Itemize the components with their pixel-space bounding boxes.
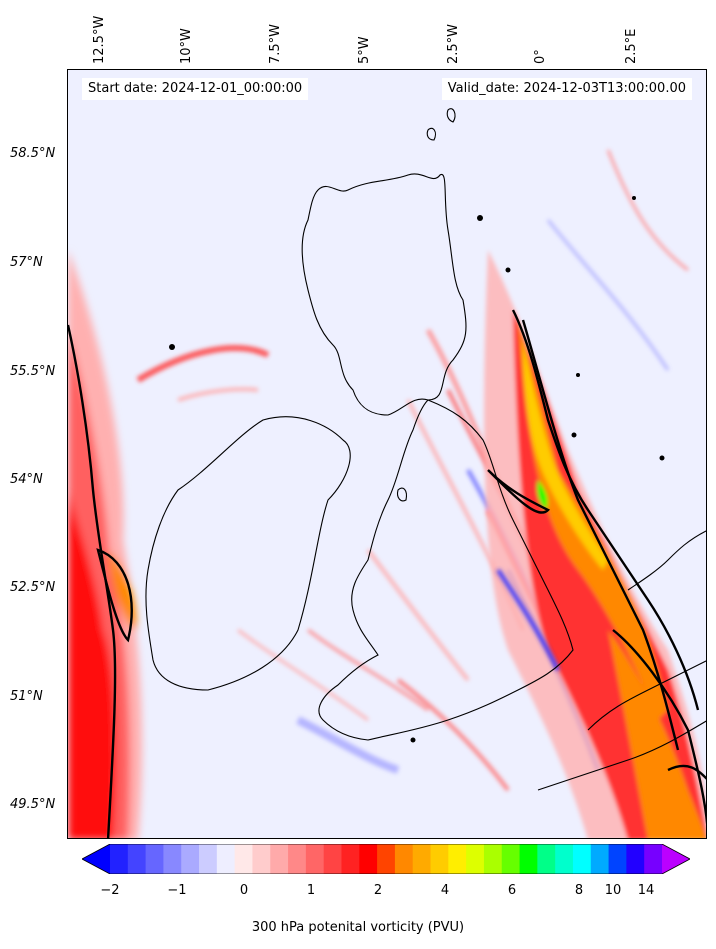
colorbar-segment xyxy=(216,844,236,874)
colorbar-segment xyxy=(537,844,556,874)
latitude-label: 51°N xyxy=(10,689,43,704)
latitude-label: 54°N xyxy=(10,472,43,487)
colorbar-segment xyxy=(288,844,307,874)
colorbar-tick-label: 2 xyxy=(373,883,383,898)
latitude-label: 55.5°N xyxy=(10,364,56,379)
colorbar-segment xyxy=(483,844,503,874)
colorbar-tick-label: 14 xyxy=(637,883,655,898)
latitude-label: 58.5°N xyxy=(10,146,56,161)
colorbar-segment xyxy=(323,844,343,874)
colorbar-segment xyxy=(466,844,485,874)
colorbar xyxy=(82,844,690,874)
colorbar-segment xyxy=(181,844,200,874)
negative-pv-streak xyxy=(496,568,560,671)
longitude-label: 12.5°W xyxy=(92,15,107,64)
pv-contour-blobs xyxy=(169,196,665,743)
longitude-label: 0° xyxy=(533,49,548,64)
colorbar-segment xyxy=(163,844,182,874)
latitude-label: 57°N xyxy=(10,255,43,270)
west-pv-band xyxy=(68,250,143,838)
pv-contours xyxy=(68,309,706,838)
colorbar-extend-max xyxy=(662,844,690,874)
colorbar-segment xyxy=(234,844,254,874)
latitude-label: 52.5°N xyxy=(10,580,56,595)
colorbar-tick-label: 6 xyxy=(507,883,517,898)
east-pv-band xyxy=(484,250,706,838)
map-panel: Start date: 2024-12-01_00:00:00 Valid_da… xyxy=(67,69,707,839)
colorbar-tick-label: −2 xyxy=(100,883,120,898)
colorbar-tick-label: −1 xyxy=(167,883,187,898)
colorbar-segment xyxy=(270,844,289,874)
colorbar-tick-label: 0 xyxy=(239,883,249,898)
colorbar-segment xyxy=(572,844,592,874)
colorbar-segment xyxy=(644,844,663,874)
colorbar-segment xyxy=(626,844,645,874)
colorbar-tick-label: 10 xyxy=(604,883,622,898)
latitude-label: 49.5°N xyxy=(10,797,56,812)
colorbar-segment xyxy=(199,844,218,874)
colorbar-tick-label: 8 xyxy=(574,883,584,898)
colorbar-segment xyxy=(305,844,325,874)
colorbar-segment xyxy=(127,844,147,874)
colorbar-segment xyxy=(519,844,538,874)
colorbar-tick-label: 1 xyxy=(306,883,316,898)
colorbar-segment xyxy=(110,844,129,874)
colorbar-tick-label: 4 xyxy=(440,883,450,898)
colorbar-segment xyxy=(590,844,610,874)
longitude-label: 10°W xyxy=(179,28,194,64)
colorbar-segment xyxy=(501,844,521,874)
longitude-label: 7.5°W xyxy=(268,23,283,64)
start-date-label: Start date: 2024-12-01_00:00:00 xyxy=(82,78,309,100)
colorbar-segment xyxy=(555,844,574,874)
longitude-label: 5°W xyxy=(357,36,372,64)
colorbar-segment xyxy=(377,844,396,874)
colorbar-segment xyxy=(412,844,432,874)
colorbar-segment xyxy=(341,844,360,874)
pv-field-map xyxy=(68,70,706,838)
colorbar-segment xyxy=(430,844,449,874)
longitude-label: 2.5°E xyxy=(624,28,639,64)
colorbar-segment xyxy=(448,844,467,874)
longitude-label: 2.5°W xyxy=(446,23,461,64)
valid-date-label: Valid_date: 2024-12-03T13:00:00.00 xyxy=(441,78,692,100)
colorbar-segment xyxy=(145,844,165,874)
colorbar-label: 300 hPa potenital vorticity (PVU) xyxy=(251,920,465,935)
colorbar-segment xyxy=(252,844,271,874)
colorbar-segment xyxy=(608,844,627,874)
colorbar-segment xyxy=(394,844,414,874)
colorbar-extend-min xyxy=(82,844,110,874)
colorbar-segment xyxy=(359,844,378,874)
coastlines xyxy=(145,108,706,791)
